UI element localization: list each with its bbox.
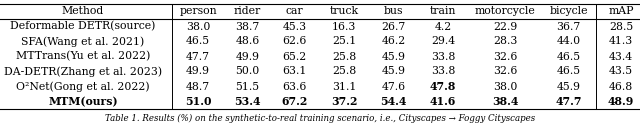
Text: 45.9: 45.9 [381, 51, 406, 62]
Text: 43.5: 43.5 [609, 67, 633, 76]
Text: bus: bus [384, 6, 403, 17]
Text: motorcycle: motorcycle [475, 6, 536, 17]
Text: 67.2: 67.2 [282, 96, 308, 107]
Text: 36.7: 36.7 [556, 22, 580, 31]
Text: 25.1: 25.1 [332, 37, 356, 46]
Text: 53.4: 53.4 [234, 96, 260, 107]
Text: 48.6: 48.6 [236, 37, 260, 46]
Text: 26.7: 26.7 [381, 22, 406, 31]
Text: 50.0: 50.0 [236, 67, 260, 76]
Text: 65.2: 65.2 [282, 51, 307, 62]
Text: Table 1. Results (%) on the synthetic-to-real training scenario, i.e., Cityscape: Table 1. Results (%) on the synthetic-to… [105, 114, 535, 123]
Text: 49.9: 49.9 [186, 67, 210, 76]
Text: 37.2: 37.2 [331, 96, 357, 107]
Text: 25.8: 25.8 [332, 67, 356, 76]
Text: 48.9: 48.9 [608, 96, 634, 107]
Text: 46.2: 46.2 [381, 37, 406, 46]
Text: 38.4: 38.4 [492, 96, 518, 107]
Text: 45.3: 45.3 [282, 22, 307, 31]
Text: 29.4: 29.4 [431, 37, 455, 46]
Text: MTM(ours): MTM(ours) [48, 96, 118, 107]
Text: MTTrans(Yu et al. 2022): MTTrans(Yu et al. 2022) [16, 51, 150, 62]
Text: 32.6: 32.6 [493, 67, 517, 76]
Text: 16.3: 16.3 [332, 22, 356, 31]
Text: bicycle: bicycle [549, 6, 588, 17]
Text: 38.0: 38.0 [186, 22, 210, 31]
Text: 33.8: 33.8 [431, 51, 455, 62]
Text: person: person [179, 6, 217, 17]
Text: O²Net(Gong et al. 2022): O²Net(Gong et al. 2022) [16, 81, 150, 92]
Text: 4.2: 4.2 [435, 22, 452, 31]
Text: 46.5: 46.5 [186, 37, 210, 46]
Text: 51.0: 51.0 [185, 96, 211, 107]
Text: 46.8: 46.8 [609, 82, 633, 91]
Text: 49.9: 49.9 [236, 51, 259, 62]
Text: 38.7: 38.7 [236, 22, 260, 31]
Text: 28.5: 28.5 [609, 22, 633, 31]
Text: Deformable DETR(source): Deformable DETR(source) [10, 21, 156, 32]
Text: 28.3: 28.3 [493, 37, 517, 46]
Text: 33.8: 33.8 [431, 67, 455, 76]
Text: 45.9: 45.9 [381, 67, 406, 76]
Text: 25.8: 25.8 [332, 51, 356, 62]
Text: 41.3: 41.3 [609, 37, 633, 46]
Text: 46.5: 46.5 [556, 67, 580, 76]
Text: SFA(Wang et al. 2021): SFA(Wang et al. 2021) [21, 36, 145, 47]
Text: 47.7: 47.7 [556, 96, 582, 107]
Text: 47.7: 47.7 [186, 51, 210, 62]
Text: 44.0: 44.0 [556, 37, 580, 46]
Text: 38.0: 38.0 [493, 82, 517, 91]
Text: rider: rider [234, 6, 261, 17]
Text: mAP: mAP [608, 6, 634, 17]
Text: 43.4: 43.4 [609, 51, 633, 62]
Text: train: train [430, 6, 456, 17]
Text: 47.8: 47.8 [430, 81, 456, 92]
Text: 48.7: 48.7 [186, 82, 210, 91]
Text: DA-DETR(Zhang et al. 2023): DA-DETR(Zhang et al. 2023) [4, 66, 162, 77]
Text: car: car [285, 6, 303, 17]
Text: 47.6: 47.6 [381, 82, 406, 91]
Text: 63.6: 63.6 [282, 82, 307, 91]
Text: truck: truck [330, 6, 358, 17]
Text: Method: Method [62, 6, 104, 17]
Text: 45.9: 45.9 [557, 82, 580, 91]
Text: 54.4: 54.4 [380, 96, 406, 107]
Text: 51.5: 51.5 [236, 82, 260, 91]
Text: 32.6: 32.6 [493, 51, 517, 62]
Text: 31.1: 31.1 [332, 82, 356, 91]
Text: 22.9: 22.9 [493, 22, 517, 31]
Text: 46.5: 46.5 [556, 51, 580, 62]
Text: 41.6: 41.6 [430, 96, 456, 107]
Text: 62.6: 62.6 [282, 37, 307, 46]
Text: 63.1: 63.1 [282, 67, 307, 76]
